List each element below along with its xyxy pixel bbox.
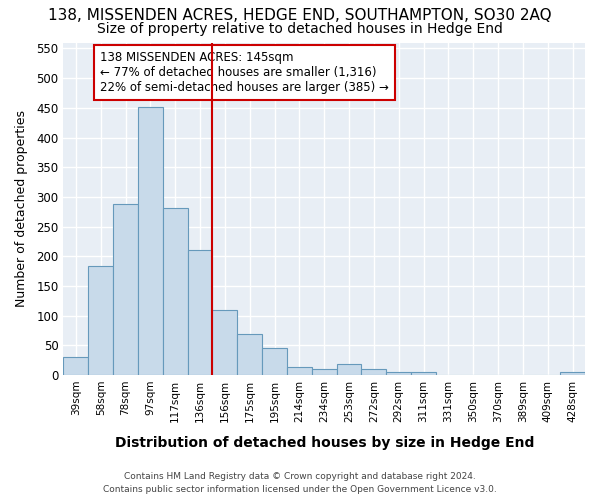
Bar [287, 367, 312, 375]
Bar [411, 372, 436, 375]
Text: 138, MISSENDEN ACRES, HEDGE END, SOUTHAMPTON, SO30 2AQ: 138, MISSENDEN ACRES, HEDGE END, SOUTHAM… [48, 8, 552, 22]
Bar [212, 310, 237, 375]
Bar [337, 364, 361, 375]
Bar [312, 368, 337, 375]
Text: Contains HM Land Registry data © Crown copyright and database right 2024.
Contai: Contains HM Land Registry data © Crown c… [103, 472, 497, 494]
Bar [88, 266, 113, 375]
Y-axis label: Number of detached properties: Number of detached properties [15, 110, 28, 308]
X-axis label: Distribution of detached houses by size in Hedge End: Distribution of detached houses by size … [115, 436, 534, 450]
Bar [113, 204, 138, 375]
Bar [361, 369, 386, 375]
Bar [163, 208, 188, 375]
Bar [386, 372, 411, 375]
Bar [138, 106, 163, 375]
Bar [188, 250, 212, 375]
Bar [262, 348, 287, 375]
Bar [560, 372, 585, 375]
Bar [237, 334, 262, 375]
Text: Size of property relative to detached houses in Hedge End: Size of property relative to detached ho… [97, 22, 503, 36]
Bar [64, 358, 88, 375]
Text: 138 MISSENDEN ACRES: 145sqm
← 77% of detached houses are smaller (1,316)
22% of : 138 MISSENDEN ACRES: 145sqm ← 77% of det… [100, 51, 389, 94]
